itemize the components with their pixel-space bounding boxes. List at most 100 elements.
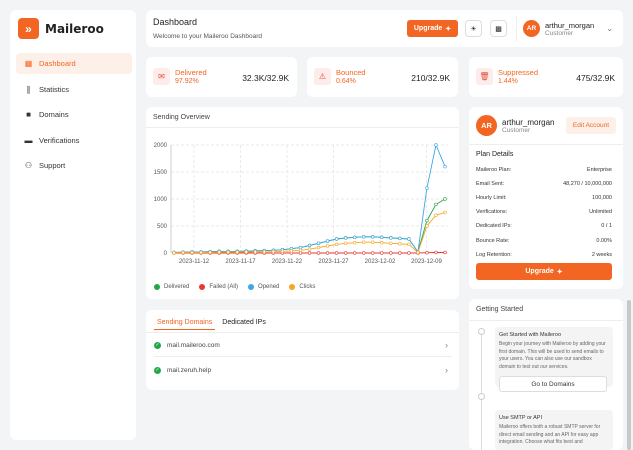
data-point (407, 251, 411, 255)
sidebar-item-label: Statistics (39, 84, 70, 94)
divider (146, 127, 459, 128)
tab-dedicated-ips[interactable]: Dedicated IPs (222, 319, 266, 326)
data-point (443, 197, 447, 201)
data-point (334, 251, 339, 255)
plan-row: Hourly Limit: 100,000 (476, 195, 612, 201)
data-point (244, 250, 248, 254)
theme-toggle-button[interactable]: ☀ (465, 20, 482, 37)
data-point (280, 249, 285, 254)
chart-title: Sending Overview (153, 114, 210, 121)
sidebar-item-verifications[interactable]: ▬ Verifications (16, 130, 132, 151)
data-point (343, 251, 348, 255)
data-point (334, 237, 339, 241)
data-point (389, 241, 393, 245)
legend-item-opened[interactable]: Opened (248, 284, 279, 290)
plan-value: 48,270 / 10,000,000 (563, 181, 612, 188)
sidebar-item-domains[interactable]: ■ Domains (16, 104, 132, 125)
getting-started-step: Use SMTP or API Maileroo offers both a r… (495, 410, 613, 450)
stat-value: 210/32.9K (411, 73, 450, 83)
plan-value: 0 / 1 (601, 223, 612, 230)
user-name: arthur_morgan (545, 20, 595, 30)
bounced-icon: ⚠ (314, 68, 331, 85)
domain-name: mail.maileroo.com (167, 341, 220, 349)
legend-item-clicks[interactable]: Clicks (289, 284, 315, 290)
legend-label: Delivered (164, 284, 190, 290)
x-tick-label: 2023-11-12 (179, 259, 210, 265)
user-menu[interactable]: AR arthur_morgan Customer ⌄ (523, 20, 613, 37)
data-point (352, 241, 357, 245)
sidebar-item-statistics[interactable]: ∥ Statistics (16, 79, 132, 100)
tab-sending-domains[interactable]: Sending Domains (154, 316, 216, 330)
profile-role: Customer (502, 126, 531, 134)
data-point (425, 218, 429, 223)
data-point (253, 250, 258, 254)
data-point (416, 250, 420, 255)
notifications-button[interactable]: ▩ (490, 20, 507, 37)
data-point (298, 251, 303, 255)
upgrade-button[interactable]: Upgrade ✦ (407, 20, 458, 37)
profile-name: arthur_morgan (502, 117, 555, 127)
divider (469, 320, 623, 321)
data-point (380, 251, 384, 255)
upgrade-plan-button[interactable]: Upgrade ✦ (476, 263, 612, 280)
getting-started-title: Getting Started (476, 306, 524, 313)
sidebar-item-label: Dashboard (39, 59, 76, 68)
legend-label: Failed (All) (209, 284, 239, 290)
logo[interactable]: » Maileroo (18, 18, 104, 39)
data-point (398, 236, 402, 241)
data-point (271, 249, 276, 254)
page-scrollbar[interactable] (627, 300, 631, 450)
step-text: Maileroo offers both a robust SMTP serve… (499, 424, 601, 445)
data-point (289, 249, 294, 253)
sending-overview-chart[interactable]: 0 500 1000 1500 2000 2023-11-12 2023-11-17 2023… (146, 129, 459, 289)
plan-row: Email Sent: 48,270 / 10,000,000 (476, 181, 612, 187)
plan-label: Hourly Limit: (476, 195, 507, 202)
server-icon: ▩ (495, 25, 502, 33)
plan-value: 100,000 (592, 195, 612, 202)
data-point (407, 242, 411, 247)
data-point (434, 213, 438, 217)
edit-account-button[interactable]: Edit Account (566, 117, 616, 134)
x-tick-label: 2023-11-27 (318, 259, 349, 265)
domain-name: mail.zeruh.help (167, 366, 212, 374)
brand-name: Maileroo (45, 21, 104, 36)
domain-row[interactable]: ✓ mail.maileroo.com › (154, 335, 452, 355)
check-icon: ✓ (154, 366, 161, 374)
avatar: AR (523, 20, 540, 37)
sidebar-item-dashboard[interactable]: ▦ Dashboard (16, 53, 132, 74)
data-point (298, 248, 303, 253)
data-point (362, 251, 366, 255)
data-point (226, 250, 230, 254)
timeline-line (481, 329, 482, 450)
go-to-domains-button[interactable]: Go to Domains (499, 376, 607, 392)
legend-item-failed[interactable]: Failed (All) (199, 284, 238, 290)
header: Dashboard Welcome to your Maileroo Dashb… (146, 10, 623, 47)
x-tick-label: 2023-11-22 (272, 259, 303, 265)
logo-icon: » (18, 18, 39, 39)
y-tick-label: 0 (164, 251, 168, 257)
plan-value: Enterprise (586, 167, 612, 173)
stat-card-suppressed: 🗑 Suppressed 1.44% 475/32.9K (469, 57, 623, 97)
delivered-icon: ✉ (153, 68, 170, 85)
sidebar-item-support[interactable]: ⚇ Support (16, 155, 132, 176)
data-point (371, 240, 375, 244)
data-point (199, 250, 203, 255)
plan-row: Dedicated IPs: 0 / 1 (476, 223, 612, 229)
data-point (362, 240, 366, 244)
sidebar: » Maileroo ▦ Dashboard ∥ Statistics ■ Do… (10, 10, 136, 440)
data-point (389, 236, 393, 240)
chevron-right-icon: › (445, 365, 448, 375)
plan-details-title: Plan Details (476, 151, 514, 158)
legend-dot (289, 284, 296, 290)
step-title: Get Started with Maileroo (499, 332, 562, 338)
sidebar-item-label: Verifications (39, 135, 80, 145)
divider (146, 332, 459, 333)
domain-row[interactable]: ✓ mail.zeruh.help › (154, 360, 452, 380)
data-point (217, 250, 221, 254)
data-point (307, 247, 312, 251)
plan-row: Bounce Rate: 0.00% (476, 238, 612, 244)
data-point (371, 251, 375, 255)
legend-item-delivered[interactable]: Delivered (154, 284, 189, 290)
domains-icon: ■ (26, 110, 31, 119)
y-tick-label: 2000 (154, 143, 168, 149)
